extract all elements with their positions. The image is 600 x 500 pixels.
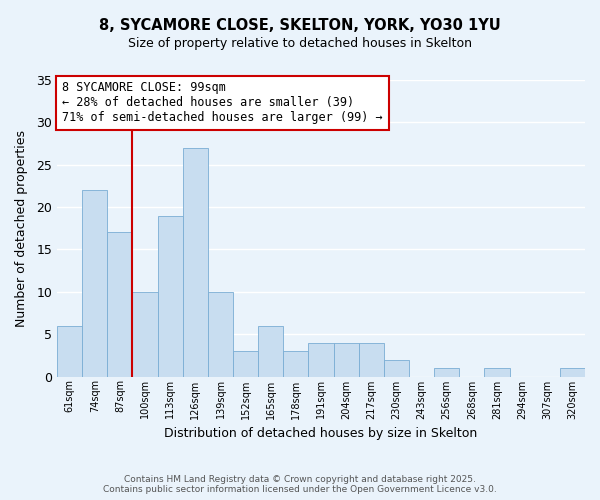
Bar [384,360,409,376]
Bar [57,326,82,376]
Text: Contains HM Land Registry data © Crown copyright and database right 2025.: Contains HM Land Registry data © Crown c… [124,475,476,484]
Bar [484,368,509,376]
Bar [107,232,133,376]
Bar [158,216,183,376]
Text: Size of property relative to detached houses in Skelton: Size of property relative to detached ho… [128,38,472,51]
X-axis label: Distribution of detached houses by size in Skelton: Distribution of detached houses by size … [164,427,478,440]
Bar [133,292,158,376]
Bar [434,368,460,376]
Y-axis label: Number of detached properties: Number of detached properties [15,130,28,327]
Text: 8 SYCAMORE CLOSE: 99sqm
← 28% of detached houses are smaller (39)
71% of semi-de: 8 SYCAMORE CLOSE: 99sqm ← 28% of detache… [62,82,383,124]
Bar [334,342,359,376]
Bar [308,342,334,376]
Bar [258,326,283,376]
Bar [208,292,233,376]
Bar [233,351,258,376]
Bar [560,368,585,376]
Text: Contains public sector information licensed under the Open Government Licence v3: Contains public sector information licen… [103,485,497,494]
Bar [359,342,384,376]
Text: 8, SYCAMORE CLOSE, SKELTON, YORK, YO30 1YU: 8, SYCAMORE CLOSE, SKELTON, YORK, YO30 1… [99,18,501,32]
Bar [283,351,308,376]
Bar [82,190,107,376]
Bar [183,148,208,376]
